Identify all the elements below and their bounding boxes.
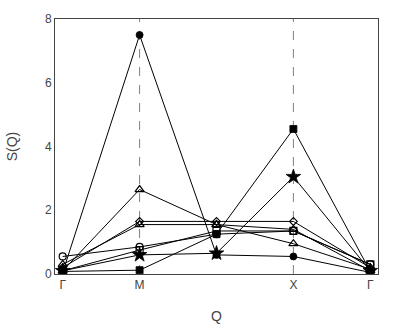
svg-text:Γ: Γ <box>59 278 66 292</box>
svg-text:4: 4 <box>45 140 52 154</box>
svg-text:2: 2 <box>45 203 52 217</box>
svg-text:0: 0 <box>45 267 52 281</box>
svg-text:Γ: Γ <box>367 278 374 292</box>
svg-text:M: M <box>135 278 145 292</box>
svg-text:6: 6 <box>45 76 52 90</box>
svg-text:X: X <box>289 278 297 292</box>
svg-text:Q: Q <box>211 308 222 324</box>
svg-text:8: 8 <box>45 12 52 26</box>
svg-text:S(Q): S(Q) <box>4 132 20 162</box>
